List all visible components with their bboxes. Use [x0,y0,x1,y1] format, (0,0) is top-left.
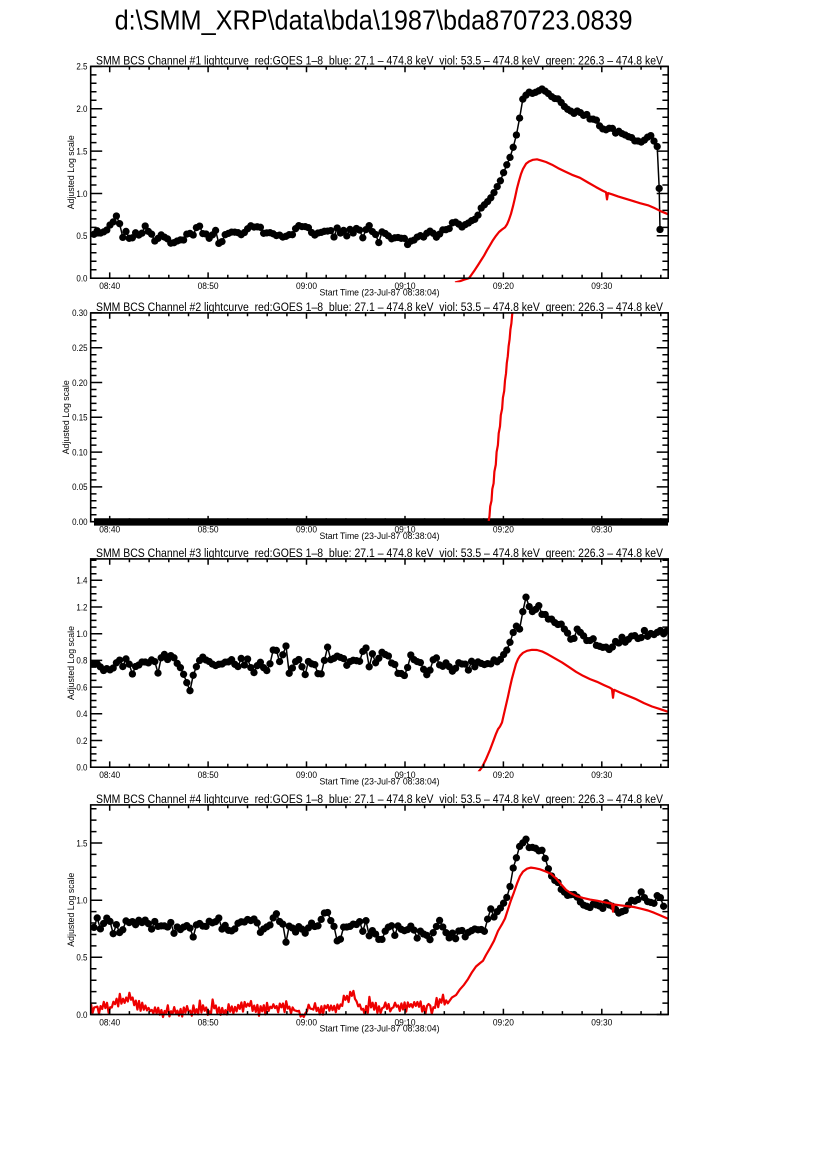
svg-text:0.25: 0.25 [72,343,87,354]
svg-text:09:00: 09:00 [296,525,317,536]
svg-text:2.0: 2.0 [76,104,87,115]
svg-text:0.20: 0.20 [72,378,87,389]
svg-text:09:20: 09:20 [493,281,514,292]
svg-text:Adjusted Log scale: Adjusted Log scale [66,135,77,209]
svg-text:0.2: 0.2 [76,736,87,747]
svg-text:09:10: 09:10 [395,770,416,781]
svg-text:1.5: 1.5 [76,146,87,157]
svg-text:09:10: 09:10 [395,525,416,536]
svg-text:Start Time (23-Jul-87 08:38:04: Start Time (23-Jul-87 08:38:04) [320,776,440,787]
svg-text:SMM BCS Channel #3 lightcurve: SMM BCS Channel #3 lightcurve red:GOES 1… [96,546,664,560]
svg-text:0.30: 0.30 [72,308,87,319]
svg-text:0.0: 0.0 [76,1010,87,1021]
svg-text:08:40: 08:40 [99,1017,120,1028]
svg-text:0.0: 0.0 [76,274,87,285]
svg-text:0.05: 0.05 [72,482,87,493]
svg-text:Start Time (23-Jul-87 08:38:04: Start Time (23-Jul-87 08:38:04) [320,1024,440,1035]
svg-text:2.5: 2.5 [76,62,87,73]
svg-text:1.0: 1.0 [76,896,87,907]
svg-text:SMM BCS Channel #2 lightcurve: SMM BCS Channel #2 lightcurve red:GOES 1… [96,300,664,314]
svg-text:08:50: 08:50 [198,1017,219,1028]
svg-text:08:50: 08:50 [198,770,219,781]
svg-text:09:20: 09:20 [493,525,514,536]
svg-text:08:40: 08:40 [99,281,120,292]
svg-text:08:40: 08:40 [99,770,120,781]
svg-text:0.4: 0.4 [76,709,87,720]
svg-text:0.00: 0.00 [72,517,87,528]
svg-text:1.0: 1.0 [76,629,87,640]
svg-text:09:30: 09:30 [591,525,612,536]
svg-text:09:20: 09:20 [493,770,514,781]
svg-text:0.10: 0.10 [72,447,87,458]
svg-text:0.5: 0.5 [76,231,87,242]
svg-text:09:10: 09:10 [395,281,416,292]
svg-text:0.5: 0.5 [76,953,87,964]
svg-text:08:50: 08:50 [198,281,219,292]
svg-text:09:30: 09:30 [591,770,612,781]
svg-text:0.0: 0.0 [76,763,87,774]
svg-text:09:00: 09:00 [296,1017,317,1028]
svg-text:0.8: 0.8 [76,656,87,667]
svg-text:Start Time (23-Jul-87 08:38:04: Start Time (23-Jul-87 08:38:04) [320,287,440,298]
svg-text:1.0: 1.0 [76,189,87,200]
svg-text:09:30: 09:30 [591,281,612,292]
svg-text:1.5: 1.5 [76,838,87,849]
svg-text:09:00: 09:00 [296,281,317,292]
svg-text:d:\SMM_XRP\data\bda\1987\bda87: d:\SMM_XRP\data\bda\1987\bda870723.0839 [115,4,633,35]
svg-text:08:40: 08:40 [99,525,120,536]
svg-text:Adjusted Log scale: Adjusted Log scale [66,626,77,700]
svg-text:Adjusted Log scale: Adjusted Log scale [66,873,77,947]
svg-text:SMM BCS Channel #4 lightcurve: SMM BCS Channel #4 lightcurve red:GOES 1… [96,792,664,806]
svg-text:09:20: 09:20 [493,1017,514,1028]
svg-text:1.2: 1.2 [76,602,87,613]
svg-text:09:10: 09:10 [395,1017,416,1028]
svg-text:09:30: 09:30 [591,1017,612,1028]
svg-text:Start Time (23-Jul-87 08:38:04: Start Time (23-Jul-87 08:38:04) [320,531,440,542]
svg-text:08:50: 08:50 [198,525,219,536]
svg-text:SMM BCS Channel #1 lightcurve: SMM BCS Channel #1 lightcurve red:GOES 1… [96,53,664,67]
svg-text:Adjusted Log scale: Adjusted Log scale [61,380,72,454]
svg-text:1.4: 1.4 [76,576,87,587]
svg-text:0.15: 0.15 [72,413,87,424]
svg-text:0.6: 0.6 [76,682,87,693]
svg-text:09:00: 09:00 [296,770,317,781]
